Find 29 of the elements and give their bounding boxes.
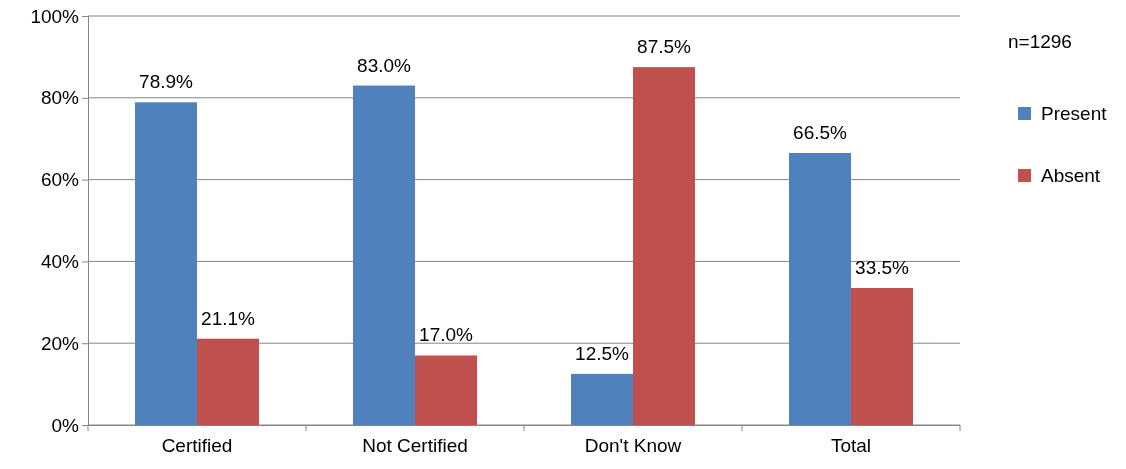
y-tick-label: 80% xyxy=(40,87,80,109)
legend-label: Absent xyxy=(1041,165,1101,186)
x-tick-label: Total xyxy=(830,435,872,457)
bar xyxy=(789,153,851,425)
bar xyxy=(851,287,913,425)
data-label: 33.5% xyxy=(855,256,910,278)
data-label: 21.1% xyxy=(201,307,256,329)
x-tick-label: Certified xyxy=(161,435,233,457)
bar xyxy=(197,338,259,425)
x-tick-label: Not Certified xyxy=(362,435,468,457)
data-label: 78.9% xyxy=(139,71,194,93)
bar xyxy=(135,102,197,425)
bar xyxy=(415,355,477,425)
x-tick-label: Don't Know xyxy=(584,435,682,457)
y-tick-label: 60% xyxy=(40,169,80,191)
y-tick-label: 20% xyxy=(40,332,80,354)
bar xyxy=(633,67,695,425)
data-label: 66.5% xyxy=(793,122,848,144)
data-label: 83.0% xyxy=(357,54,412,76)
y-tick-label: 40% xyxy=(40,250,80,272)
legend-label: Present xyxy=(1041,103,1108,124)
data-label: 87.5% xyxy=(637,36,692,58)
y-tick-label: 0% xyxy=(51,414,80,436)
text: n=1296 xyxy=(1008,31,1072,52)
bar xyxy=(353,85,415,425)
data-label: 12.5% xyxy=(575,342,630,364)
bar xyxy=(571,373,633,425)
y-tick-label: 100% xyxy=(30,5,80,27)
data-label: 17.0% xyxy=(419,324,474,346)
